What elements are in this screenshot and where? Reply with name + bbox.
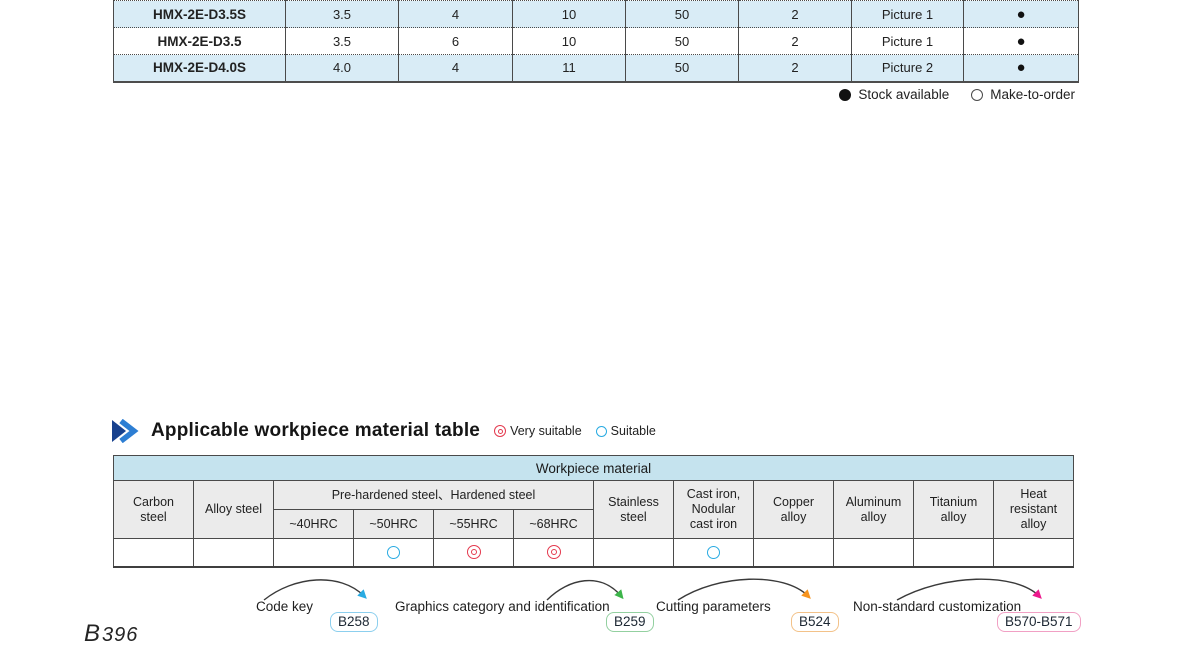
material-table: Workpiece material Carbon steel Alloy st… (112, 455, 1075, 568)
value-cell: Picture 2 (851, 54, 964, 83)
value-cell: 2 (738, 54, 852, 83)
make-to-order-icon (971, 88, 984, 101)
col-titanium-alloy: Titanium alloy (913, 480, 994, 539)
graphics-category-arrow (546, 580, 624, 601)
col-40hrc: ~40HRC (273, 509, 354, 539)
col-stainless-steel: Stainless steel (593, 480, 674, 539)
cutting-parameters-arrow (677, 578, 811, 601)
page-ref-b258: B258 (330, 612, 378, 632)
section-arrow-icon (112, 419, 139, 443)
section-heading: Applicable workpiece material table Very… (112, 419, 656, 443)
page-ref-b570-b571: B570-B571 (997, 612, 1081, 632)
stock-available-icon (839, 88, 852, 101)
page-number-value: 396 (102, 624, 139, 646)
col-aluminum-alloy: Aluminum alloy (833, 480, 914, 539)
col-cast-iron: Cast iron, Nodular cast iron (673, 480, 754, 539)
rating-cell (353, 538, 434, 568)
value-cell: 4 (398, 0, 513, 28)
col-alloy-steel: Alloy steel (193, 480, 274, 539)
product-row: HMX-2E-D3.5S 3.5 4 10 50 2 Picture 1 ● (113, 0, 1079, 28)
very-suitable-icon (466, 545, 481, 560)
col-group-hardened-steel: Pre-hardened steel、Hardened steel (273, 480, 594, 510)
suitable-label: Suitable (610, 424, 656, 438)
suitable-icon (595, 425, 607, 437)
col-copper-alloy: Copper alloy (753, 480, 834, 539)
rating-cell (992, 538, 1075, 568)
very-suitable-icon (494, 425, 507, 437)
non-standard-arrow (896, 578, 1042, 601)
stock-cell: ● (963, 0, 1079, 28)
very-suitable-label: Very suitable (510, 424, 582, 438)
rating-cell (753, 538, 834, 568)
col-50hrc: ~50HRC (353, 509, 434, 539)
value-cell: 11 (512, 54, 626, 83)
make-to-order-label: Make-to-order (990, 87, 1075, 102)
page-ref-b259: B259 (606, 612, 654, 632)
page-number: B 396 (84, 620, 138, 648)
rating-cell (273, 538, 354, 568)
product-table-body: HMX-2E-D3.5S 3.5 4 10 50 2 Picture 1 ● HMX-2E-D3… (113, 0, 1079, 83)
value-cell: Picture 1 (851, 0, 964, 28)
model-cell: HMX-2E-D3.5S (113, 0, 286, 28)
value-cell: 50 (625, 54, 739, 83)
value-cell: 4.0 (285, 54, 399, 83)
suitable-icon (707, 545, 720, 559)
footnote-label-non-standard: Non-standard customization (853, 599, 1022, 614)
rating-cell (593, 538, 674, 568)
material-legend: Very suitable Suitable (494, 424, 656, 438)
value-cell: Picture 1 (851, 27, 964, 55)
ratings-row (113, 538, 1075, 568)
very-suitable-icon (546, 545, 561, 560)
stock-legend: Stock available Make-to-order (839, 87, 1075, 102)
rating-cell (433, 538, 514, 568)
rating-cell (113, 538, 194, 568)
rating-cell (833, 538, 914, 568)
value-cell: 50 (625, 27, 739, 55)
stock-cell: ● (963, 27, 1079, 55)
model-cell: HMX-2E-D3.5 (113, 27, 286, 55)
rating-cell (193, 538, 274, 568)
page-ref-b524: B524 (791, 612, 839, 632)
product-row: HMX-2E-D4.0S 4.0 4 11 50 2 Picture 2 ● (113, 54, 1079, 83)
value-cell: 6 (398, 27, 513, 55)
rating-cell (513, 538, 594, 568)
product-table: HMX-2E-D3.5S 3.5 4 10 50 2 Picture 1 ● HMX-2E-D3… (113, 0, 1079, 83)
rating-cell (913, 538, 994, 568)
code-key-arrow (263, 579, 367, 601)
value-cell: 4 (398, 54, 513, 83)
rating-cell (673, 538, 754, 568)
value-cell: 50 (625, 0, 739, 28)
stock-available-label: Stock available (858, 87, 950, 102)
value-cell: 2 (738, 27, 852, 55)
value-cell: 3.5 (285, 0, 399, 28)
footnote-label-graphics-category: Graphics category and identification (395, 599, 610, 614)
footnote-label-code-key: Code key (256, 599, 314, 614)
section-title: Applicable workpiece material table (151, 420, 481, 441)
stock-cell: ● (963, 54, 1079, 83)
page-number-prefix: B (84, 620, 101, 647)
col-55hrc: ~55HRC (433, 509, 514, 539)
model-cell: HMX-2E-D4.0S (113, 54, 286, 83)
col-68hrc: ~68HRC (513, 509, 594, 539)
value-cell: 2 (738, 0, 852, 28)
col-carbon-steel: Carbon steel (113, 480, 194, 539)
value-cell: 3.5 (285, 27, 399, 55)
value-cell: 10 (512, 0, 626, 28)
product-row: HMX-2E-D3.5 3.5 6 10 50 2 Picture 1 ● (113, 27, 1079, 55)
value-cell: 10 (512, 27, 626, 55)
suitable-icon (387, 545, 400, 559)
material-table-title: Workpiece material (112, 455, 1075, 481)
footnote-label-cutting-parameters: Cutting parameters (656, 599, 771, 614)
col-heat-resistant-alloy: Heat resistant alloy (992, 480, 1075, 539)
